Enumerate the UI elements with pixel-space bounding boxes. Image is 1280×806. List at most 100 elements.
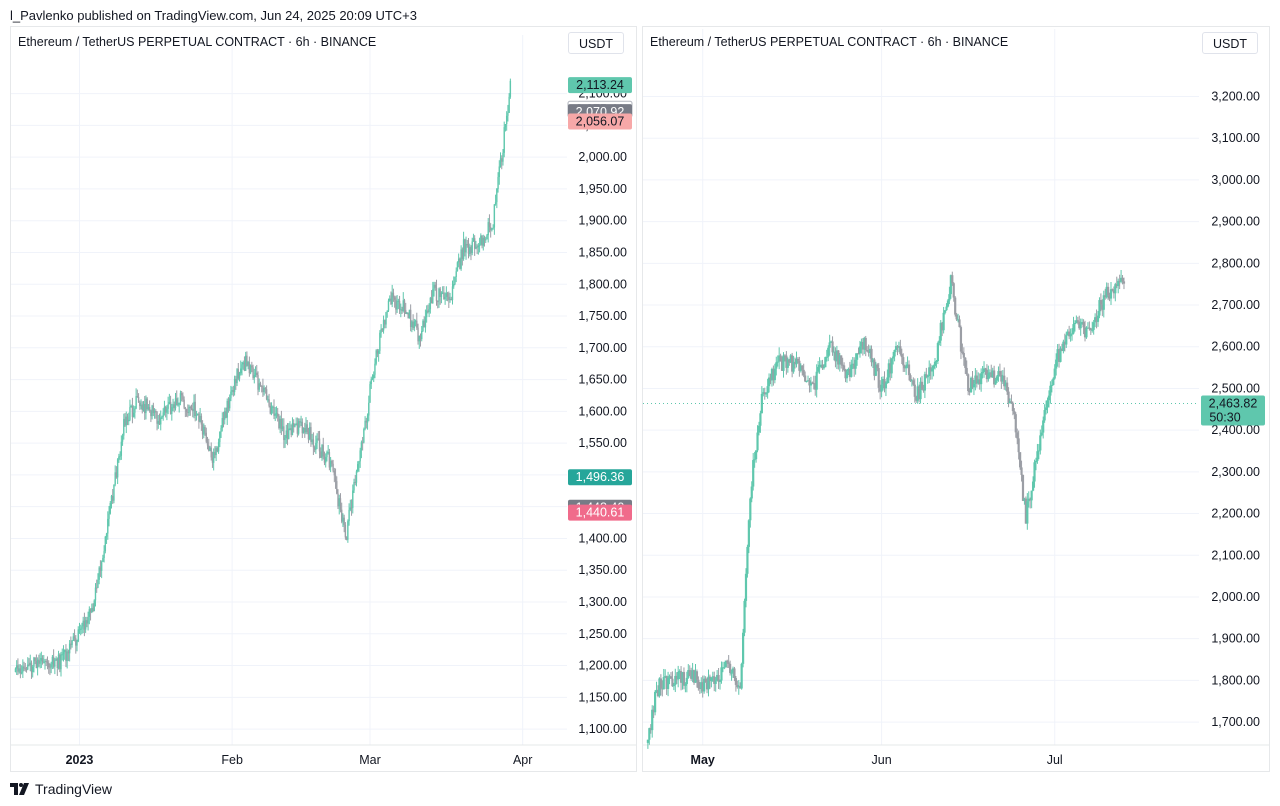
candle — [189, 405, 191, 416]
candle — [370, 376, 372, 389]
candle — [943, 310, 947, 315]
candle — [941, 321, 944, 337]
candle — [247, 360, 249, 370]
candle — [280, 410, 283, 435]
price-tick-label: 2,300.00 — [1211, 465, 1260, 479]
candle — [1060, 343, 1064, 352]
candle — [828, 334, 831, 356]
price-tick-label: 1,350.00 — [578, 563, 627, 577]
candle — [964, 357, 967, 374]
candle — [1081, 318, 1084, 325]
candle — [747, 519, 750, 554]
chart-canvas-left[interactable]: 1,100.00 1,150.00 1,200.00 1,250.00 1,300.00… — [11, 27, 636, 771]
candle — [835, 345, 838, 370]
candle — [373, 371, 375, 383]
price-axis[interactable]: 1,100.00 1,150.00 1,200.00 1,250.00 1,300.00… — [578, 87, 627, 737]
candle — [238, 371, 241, 382]
candle — [83, 612, 86, 637]
candle — [844, 368, 847, 383]
candle — [232, 385, 235, 397]
candle — [1095, 309, 1098, 329]
price-tick-label: 1,700.00 — [1211, 715, 1260, 729]
candle — [757, 421, 761, 436]
candle — [985, 364, 989, 383]
candle — [94, 583, 97, 607]
price-badge-label: 1,440.61 — [576, 506, 625, 520]
candle — [799, 363, 802, 373]
price-tick-label: 2,900.00 — [1211, 215, 1260, 229]
candle — [338, 494, 340, 515]
price-tick-label: 2,800.00 — [1211, 256, 1260, 270]
candle — [867, 344, 870, 357]
candle — [1069, 328, 1072, 342]
time-tick-label: 2023 — [66, 753, 94, 767]
candle — [994, 377, 997, 385]
candle — [268, 393, 270, 408]
candle — [475, 240, 477, 250]
candle — [353, 478, 355, 494]
candle — [984, 367, 987, 375]
candle — [60, 651, 62, 677]
candle — [151, 404, 153, 420]
candle — [300, 415, 302, 427]
candle — [145, 395, 147, 420]
candle — [222, 411, 225, 428]
price-axis[interactable]: 1,700.00 1,800.00 1,900.00 2,000.00 2,100.00… — [1211, 90, 1260, 730]
candle — [402, 292, 404, 313]
candle — [847, 367, 850, 376]
candle — [997, 366, 1000, 382]
chart-panel-left[interactable]: 1,100.00 1,150.00 1,200.00 1,250.00 1,300.00… — [10, 26, 637, 772]
candle — [318, 430, 321, 459]
candle — [956, 313, 960, 323]
candle — [713, 671, 716, 692]
candle — [729, 660, 732, 676]
price-tick-label: 1,200.00 — [578, 659, 627, 673]
candle — [692, 669, 696, 685]
currency-button-right[interactable]: USDT — [1202, 32, 1258, 54]
candles — [646, 269, 1126, 749]
candle — [454, 276, 456, 286]
candle — [147, 404, 150, 411]
currency-button-left[interactable]: USDT — [568, 32, 624, 54]
candle — [41, 655, 44, 665]
candle — [423, 316, 425, 328]
candle — [285, 424, 288, 444]
candle — [286, 423, 289, 446]
price-badge — [568, 77, 632, 94]
candle — [215, 445, 217, 462]
symbol-title-left[interactable]: Ethereum / TetherUS PERPETUAL CONTRACT ·… — [18, 35, 377, 49]
candle — [887, 359, 890, 384]
candle — [276, 407, 279, 422]
candle — [466, 239, 468, 248]
candle — [778, 347, 781, 370]
candle — [698, 681, 701, 694]
candle — [711, 671, 714, 682]
candle — [374, 358, 376, 379]
tradingview-logo-icon[interactable] — [10, 782, 30, 796]
candle — [418, 335, 420, 349]
candle — [946, 298, 950, 308]
chart-panel-right[interactable]: 1,700.00 1,800.00 1,900.00 2,000.00 2,100.00… — [642, 26, 1270, 772]
candle — [267, 395, 269, 403]
candle — [320, 447, 322, 458]
time-axis[interactable]: May Jun Jul — [691, 753, 1063, 767]
candle — [822, 364, 825, 370]
candle — [489, 223, 492, 238]
candle — [416, 312, 418, 330]
candle — [208, 438, 210, 452]
candle — [491, 227, 493, 232]
candle — [874, 361, 877, 377]
candle — [187, 404, 189, 418]
symbol-title-right[interactable]: Ethereum / TetherUS PERPETUAL CONTRACT ·… — [650, 35, 1009, 49]
candle — [1024, 496, 1027, 524]
chart-canvas-right[interactable]: 1,700.00 1,800.00 1,900.00 2,000.00 2,100.00… — [643, 27, 1269, 771]
candle — [241, 362, 243, 376]
candle — [290, 424, 292, 438]
candle — [281, 418, 284, 432]
candle — [691, 662, 694, 683]
footer-brand[interactable]: TradingView — [35, 781, 113, 797]
time-axis[interactable]: 2023 Feb Mar Apr — [66, 753, 533, 767]
candle — [384, 319, 386, 329]
candle — [889, 357, 892, 381]
price-badge — [568, 469, 632, 486]
